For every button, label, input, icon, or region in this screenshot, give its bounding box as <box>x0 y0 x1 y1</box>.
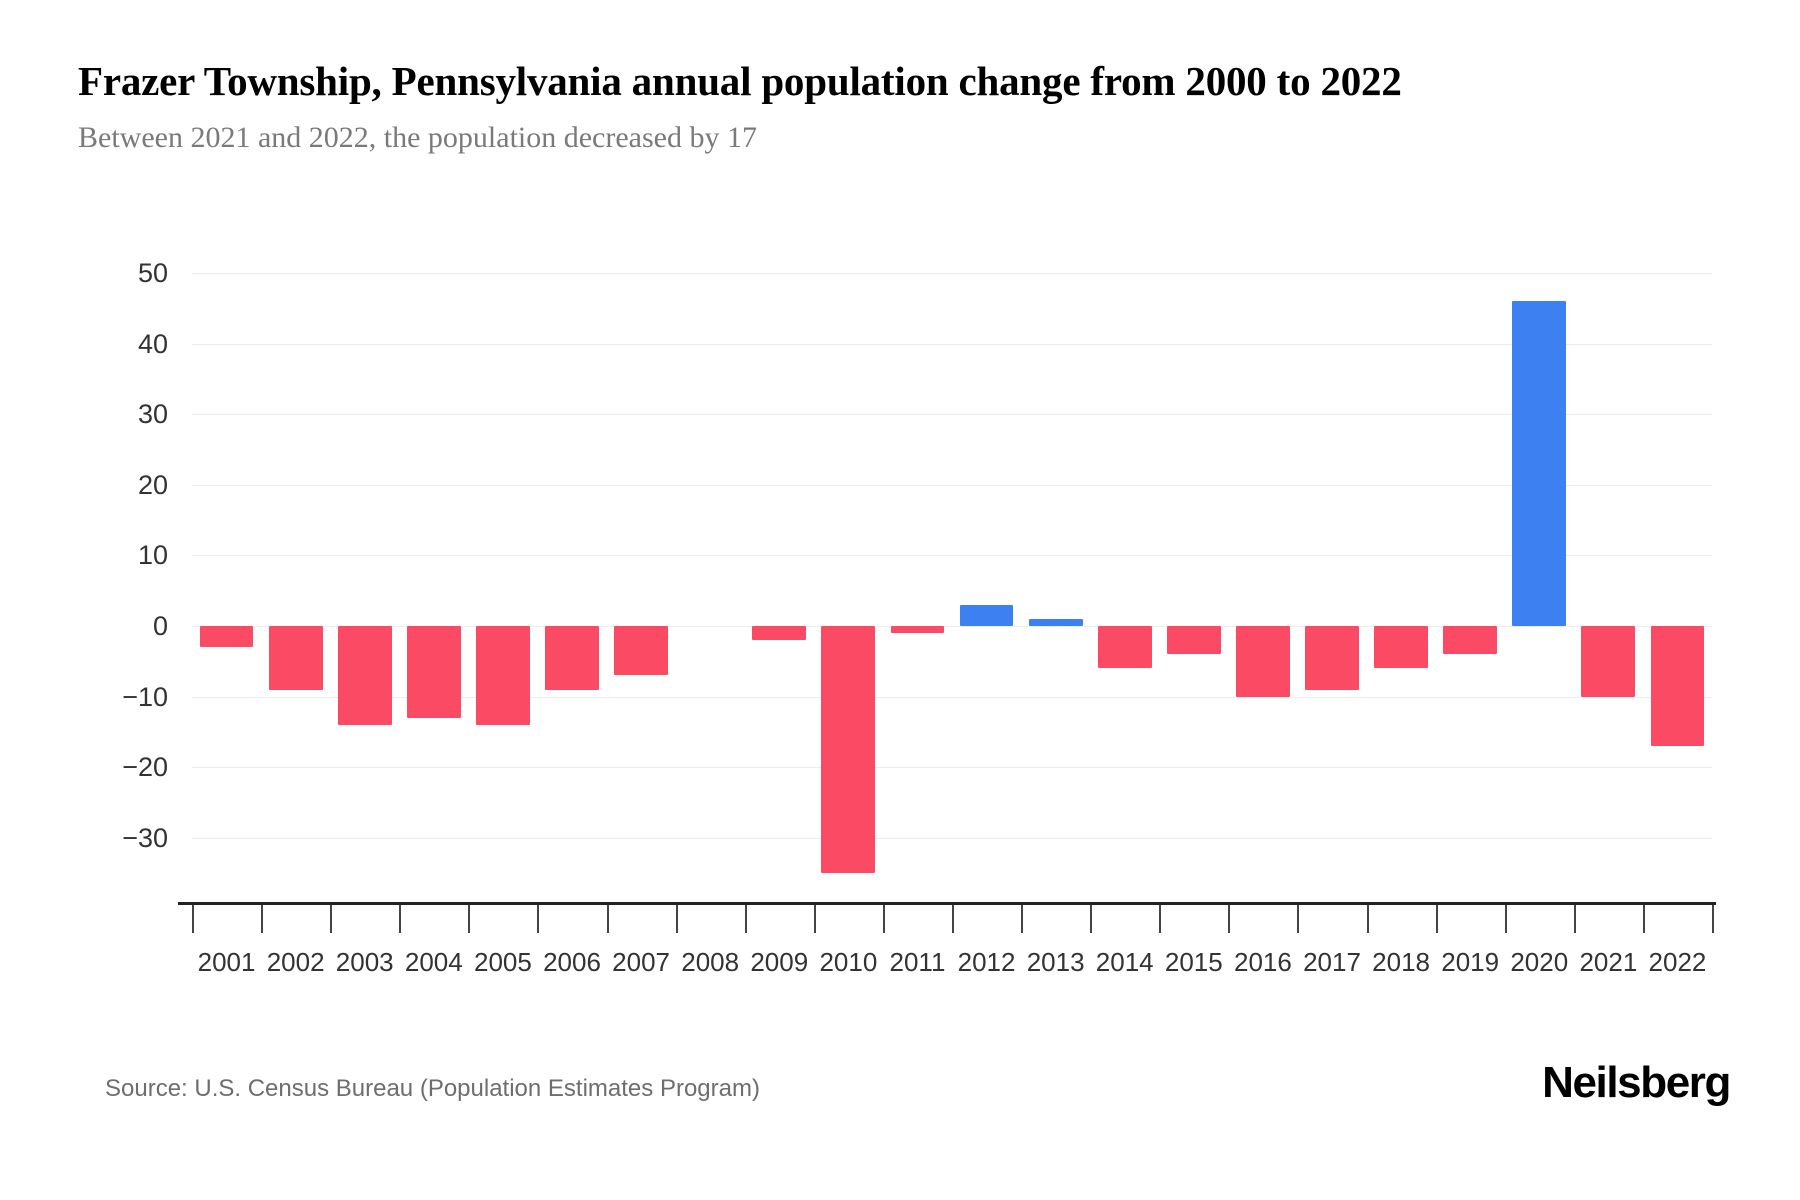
page-title: Frazer Township, Pennsylvania annual pop… <box>78 58 1402 104</box>
gridline <box>192 555 1712 557</box>
x-axis-line <box>178 902 1716 905</box>
bar-2011[interactable] <box>890 626 945 634</box>
bar-2002[interactable] <box>268 626 323 690</box>
x-axis-tick-label-2001: 2001 <box>197 947 256 977</box>
gridline <box>192 837 1712 839</box>
x-axis-tick-label-2019: 2019 <box>1441 947 1500 977</box>
bar-2001[interactable] <box>199 626 254 648</box>
x-axis-tick <box>468 905 471 933</box>
x-axis-tick <box>261 905 264 933</box>
x-axis-tick <box>1435 905 1438 933</box>
x-axis-tick <box>744 905 747 933</box>
bar-2004[interactable] <box>406 626 461 718</box>
x-axis-tick <box>330 905 333 933</box>
x-axis-tick <box>1090 905 1093 933</box>
x-axis-tick-label-2020: 2020 <box>1510 947 1569 977</box>
x-axis-tick <box>606 905 609 933</box>
gridline <box>192 273 1712 274</box>
x-axis-tick-label-2017: 2017 <box>1303 947 1361 977</box>
bar-2019[interactable] <box>1443 626 1498 655</box>
x-axis-tick-label-2022: 2022 <box>1648 947 1707 977</box>
x-axis-tick <box>192 905 194 933</box>
y-axis-tick-label: 10 <box>137 540 168 571</box>
x-axis-tick-label-2008: 2008 <box>681 947 740 977</box>
x-axis-tick-label-2009: 2009 <box>750 947 809 977</box>
gridline <box>192 626 1712 627</box>
x-axis-tick <box>399 905 402 933</box>
x-axis-tick <box>1021 905 1024 933</box>
x-axis-tick-label-2003: 2003 <box>335 947 394 977</box>
gridline <box>192 484 1712 486</box>
x-axis-tick-label-2011: 2011 <box>889 947 946 977</box>
x-axis-tick-label-2004: 2004 <box>404 947 463 977</box>
x-axis-tick-label-2015: 2015 <box>1164 947 1223 977</box>
bar-2016[interactable] <box>1235 626 1290 697</box>
x-axis-tick-label-2018: 2018 <box>1372 947 1430 977</box>
x-axis-tick <box>1366 905 1369 933</box>
bar-2010[interactable] <box>821 626 876 874</box>
y-axis-tick-label: 30 <box>137 399 168 430</box>
y-axis-tick-label: 20 <box>137 469 168 500</box>
bar-2017[interactable] <box>1305 626 1359 690</box>
x-axis-tick <box>882 905 885 933</box>
x-axis-tick-label-2016: 2016 <box>1233 947 1292 977</box>
x-axis-tick-label-2012: 2012 <box>957 947 1016 977</box>
y-axis-tick-label: −20 <box>122 752 168 783</box>
gridline <box>192 696 1712 698</box>
x-axis-tick <box>1297 905 1300 933</box>
bar-2007[interactable] <box>614 626 669 676</box>
x-axis-tick-label-2021: 2021 <box>1579 947 1638 977</box>
brand-logo: Neilsberg <box>1542 1058 1731 1107</box>
x-axis-tick <box>675 905 678 933</box>
x-axis-tick-label-2006: 2006 <box>543 947 601 977</box>
y-axis-tick-label: 0 <box>152 611 168 641</box>
y-axis-tick-label: −10 <box>122 681 168 712</box>
bar-2015[interactable] <box>1166 626 1221 655</box>
x-axis-tick <box>1228 905 1231 933</box>
y-axis-tick-label: 50 <box>137 258 168 288</box>
y-axis-tick-label: −30 <box>122 822 168 853</box>
bar-2022[interactable] <box>1650 626 1705 747</box>
x-axis-tick <box>1159 905 1162 933</box>
bar-2009[interactable] <box>752 626 807 641</box>
x-axis-tick <box>537 905 540 933</box>
x-axis-tick <box>1712 905 1714 933</box>
x-axis-tick-label-2005: 2005 <box>473 947 532 977</box>
bar-2020[interactable] <box>1512 301 1567 626</box>
gridline <box>192 767 1712 769</box>
x-axis-tick-label-2013: 2013 <box>1026 947 1085 977</box>
gridline <box>192 343 1712 345</box>
bar-2005[interactable] <box>475 626 530 725</box>
x-axis-tick <box>1573 905 1576 933</box>
x-axis-tick-label-2007: 2007 <box>612 947 670 977</box>
x-axis-tick-label-2002: 2002 <box>266 947 325 977</box>
x-axis-tick <box>1504 905 1507 933</box>
x-axis-tick <box>813 905 816 933</box>
bar-2018[interactable] <box>1374 626 1429 669</box>
x-axis-tick <box>952 905 954 933</box>
chart-subtitle: Between 2021 and 2022, the population de… <box>78 121 757 154</box>
source-note: Source: U.S. Census Bureau (Population E… <box>105 1075 760 1102</box>
gridline <box>192 414 1712 416</box>
bar-2021[interactable] <box>1581 626 1636 697</box>
bar-2013[interactable] <box>1028 618 1083 626</box>
bar-2006[interactable] <box>545 626 599 690</box>
x-axis-tick <box>1642 905 1645 933</box>
y-axis-tick-label: 40 <box>137 328 168 359</box>
bar-2003[interactable] <box>337 626 392 725</box>
bar-2012[interactable] <box>959 604 1014 626</box>
x-axis-tick-label-2010: 2010 <box>819 947 878 977</box>
x-axis-tick-label-2014: 2014 <box>1095 947 1154 977</box>
bar-2014[interactable] <box>1097 626 1152 669</box>
